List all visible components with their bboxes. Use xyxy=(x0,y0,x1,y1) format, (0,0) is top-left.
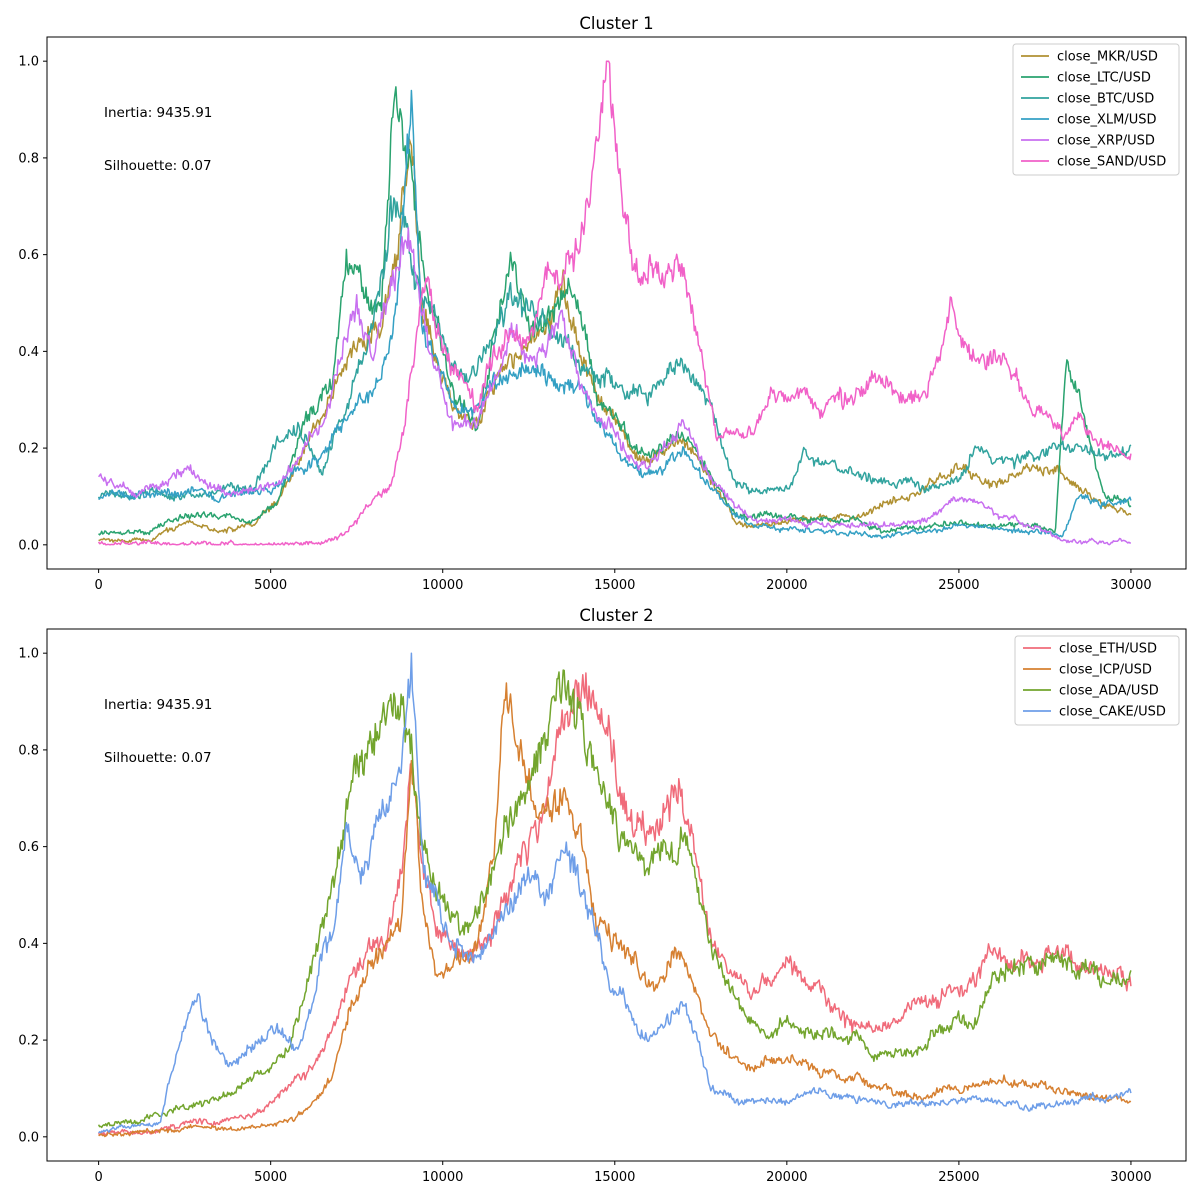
series-line xyxy=(98,138,1132,543)
x-tick-label: 25000 xyxy=(938,1170,979,1185)
legend-label: close_BTC/USD xyxy=(1057,92,1154,107)
series-line xyxy=(97,60,1132,546)
legend-label: close_ICP/USD xyxy=(1059,663,1152,678)
series-lines xyxy=(97,652,1132,1138)
legend-label: close_XRP/USD xyxy=(1057,134,1155,149)
x-tick-label: 0 xyxy=(94,578,102,593)
silhouette-annotation: Silhouette: 0.07 xyxy=(104,750,212,766)
legend-label: close_LTC/USD xyxy=(1057,71,1151,86)
y-tick-label: 0.4 xyxy=(18,937,39,952)
x-tick-label: 5000 xyxy=(254,578,287,593)
series-line xyxy=(97,672,1132,1136)
x-tick-label: 25000 xyxy=(938,578,979,593)
x-tick-label: 0 xyxy=(94,1170,102,1185)
x-tick-label: 20000 xyxy=(766,578,807,593)
y-tick-label: 0.2 xyxy=(18,1034,39,1049)
legend-box xyxy=(1014,635,1180,726)
series-line xyxy=(97,195,1132,502)
series-line xyxy=(97,669,1132,1129)
chart-panel-1: Cluster 1 0 5000 10000 15000 20000 25000 30000 0… xyxy=(18,14,1187,593)
x-tick-label: 10000 xyxy=(422,578,463,593)
y-tick-label: 0.8 xyxy=(18,743,39,758)
plot-frame xyxy=(46,36,1187,570)
y-tick-label: 0.6 xyxy=(18,840,39,855)
x-tick-label: 20000 xyxy=(766,1170,807,1185)
legend: close_ETH/USD close_ICP/USD close_ADA/USDc… xyxy=(1014,635,1180,726)
series-line xyxy=(98,227,1131,546)
x-tick-label: 15000 xyxy=(594,578,635,593)
inertia-annotation: Inertia: 9435.91 xyxy=(104,697,212,713)
chart-title: Cluster 2 xyxy=(579,606,653,625)
plot-frame xyxy=(46,628,1187,1162)
series-line xyxy=(98,682,1132,1138)
y-tick-label: 0.6 xyxy=(18,248,39,263)
x-tick-label: 5000 xyxy=(254,1170,287,1185)
legend: close_MKR/USD close_LTC/USD close_BTC/USDc… xyxy=(1012,43,1180,176)
y-tick-label: 0.4 xyxy=(18,345,39,360)
y-tick-label: 1.0 xyxy=(18,647,39,662)
legend-label: close_SAND/USD xyxy=(1057,155,1166,170)
y-tick-label: 0.0 xyxy=(18,538,39,553)
legend-label: close_CAKE/USD xyxy=(1059,705,1166,720)
series-line xyxy=(97,89,1132,540)
series-lines xyxy=(97,60,1132,546)
y-tick-label: 0.8 xyxy=(18,151,39,166)
silhouette-annotation: Silhouette: 0.07 xyxy=(104,158,212,174)
chart-panel-2: Cluster 2 0 5000 10000 15000 20000 25000 30000 0… xyxy=(18,606,1187,1185)
legend-label: close_MKR/USD xyxy=(1057,50,1158,65)
series-line xyxy=(98,652,1132,1134)
series-line xyxy=(98,86,1132,536)
x-tick-label: 30000 xyxy=(1110,1170,1151,1185)
y-tick-label: 0.2 xyxy=(18,442,39,457)
x-tick-label: 10000 xyxy=(422,1170,463,1185)
x-tick-label: 15000 xyxy=(594,1170,635,1185)
x-tick-label: 30000 xyxy=(1110,578,1151,593)
legend-label: close_ADA/USD xyxy=(1059,684,1159,699)
y-tick-label: 1.0 xyxy=(18,55,39,70)
y-tick-label: 0.0 xyxy=(18,1130,39,1145)
legend-label: close_ETH/USD xyxy=(1059,642,1157,657)
legend-box xyxy=(1012,43,1180,176)
inertia-annotation: Inertia: 9435.91 xyxy=(104,105,212,121)
legend-label: close_XLM/USD xyxy=(1057,113,1157,128)
chart-title: Cluster 1 xyxy=(579,14,653,33)
